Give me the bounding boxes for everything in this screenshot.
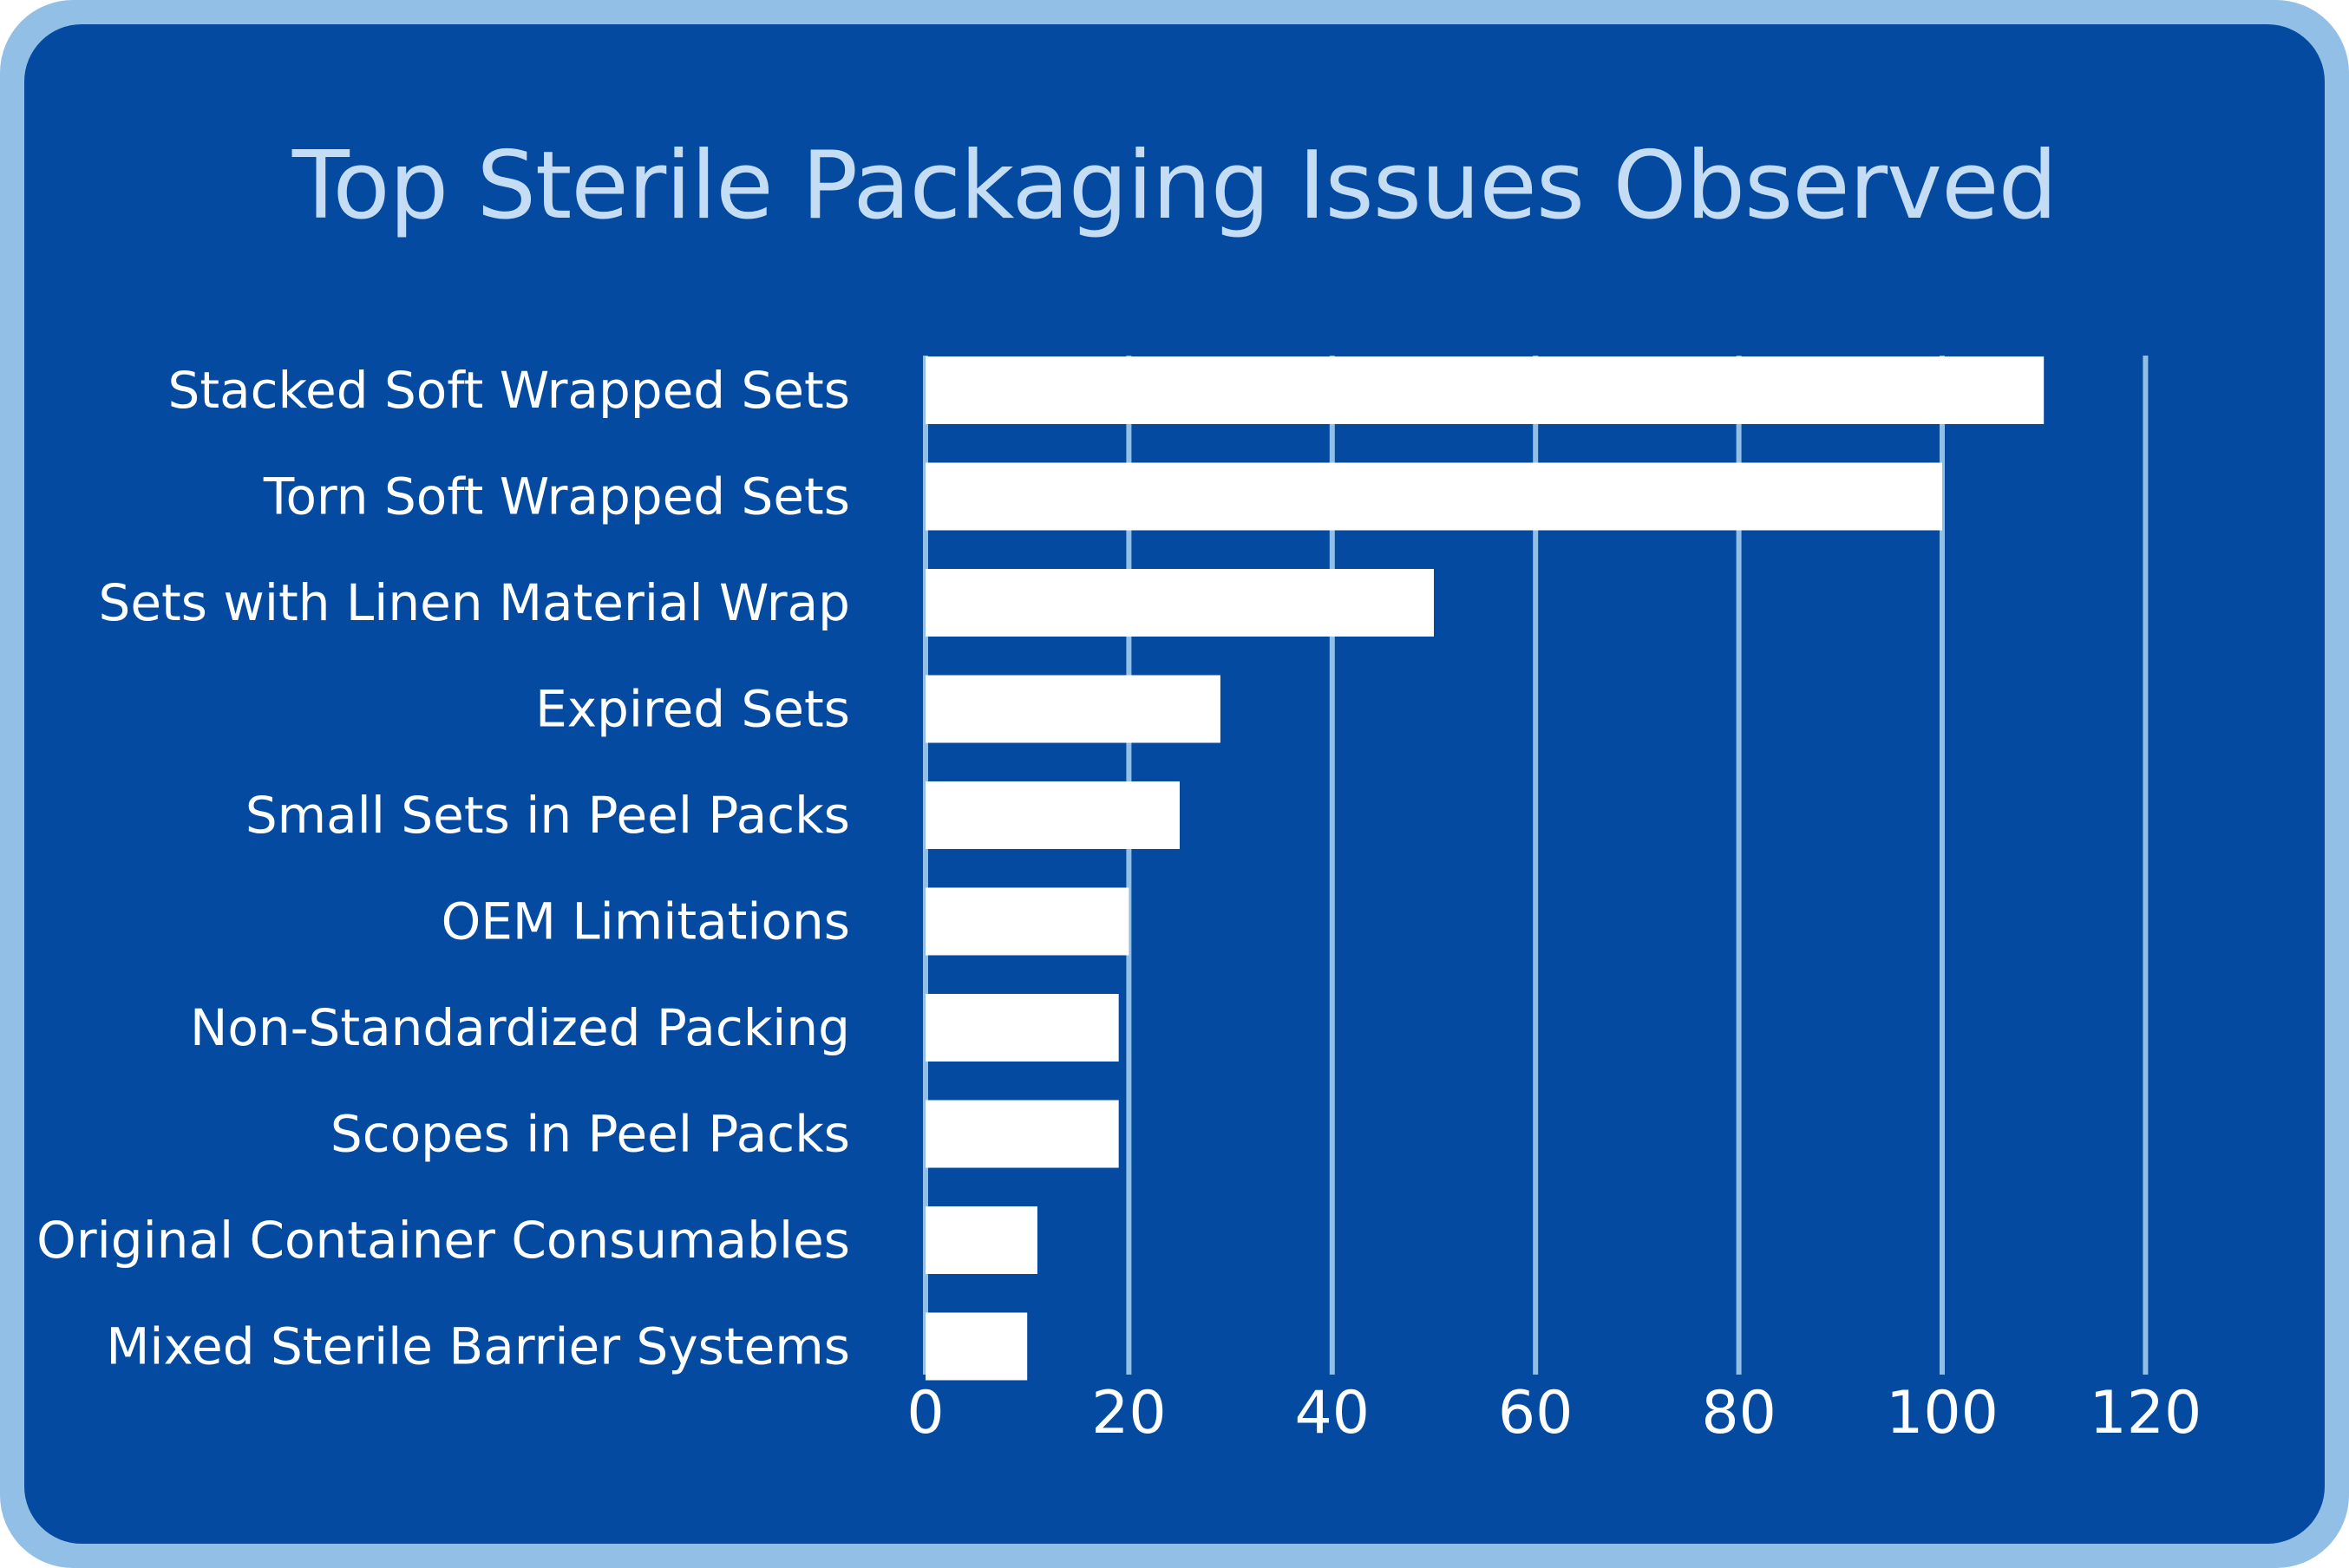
category-labels: Stacked Soft Wrapped Sets Torn Soft Wrapp… — [36, 361, 850, 1376]
bar — [926, 781, 1180, 849]
chart-title: Top Sterile Packaging Issues Observed — [291, 132, 2058, 240]
category-label: Stacked Soft Wrapped Sets — [168, 361, 850, 420]
category-label: Non-Standardized Packing — [190, 998, 850, 1057]
x-tick-labels: 0 20 40 60 80 100 120 — [906, 1379, 2202, 1447]
x-tick-label: 60 — [1498, 1379, 1574, 1447]
x-tick-label: 100 — [1886, 1379, 1999, 1447]
category-label: Scopes in Peel Packs — [330, 1105, 850, 1164]
category-label: Sets with Linen Material Wrap — [99, 573, 850, 632]
bars — [926, 356, 2045, 1381]
bar — [926, 462, 1942, 531]
category-label: Small Sets in Peel Packs — [245, 786, 850, 845]
category-label: Torn Soft Wrapped Sets — [263, 467, 850, 526]
x-tick-label: 80 — [1701, 1379, 1776, 1447]
category-label: Original Container Consumables — [36, 1211, 850, 1270]
bar — [926, 569, 1434, 637]
category-label: Mixed Sterile Barrier Systems — [106, 1317, 850, 1376]
bar — [926, 887, 1129, 956]
x-tick-label: 120 — [2090, 1379, 2202, 1447]
bar — [926, 1100, 1119, 1168]
x-tick-label: 20 — [1091, 1379, 1167, 1447]
x-tick-label: 40 — [1295, 1379, 1371, 1447]
bar — [926, 1312, 1028, 1381]
bar — [926, 1206, 1037, 1274]
bar — [926, 675, 1220, 743]
bar — [926, 356, 2045, 424]
category-label: OEM Limitations — [442, 892, 850, 951]
category-label: Expired Sets — [535, 680, 850, 739]
x-tick-label: 0 — [906, 1379, 944, 1447]
bar — [926, 994, 1119, 1062]
